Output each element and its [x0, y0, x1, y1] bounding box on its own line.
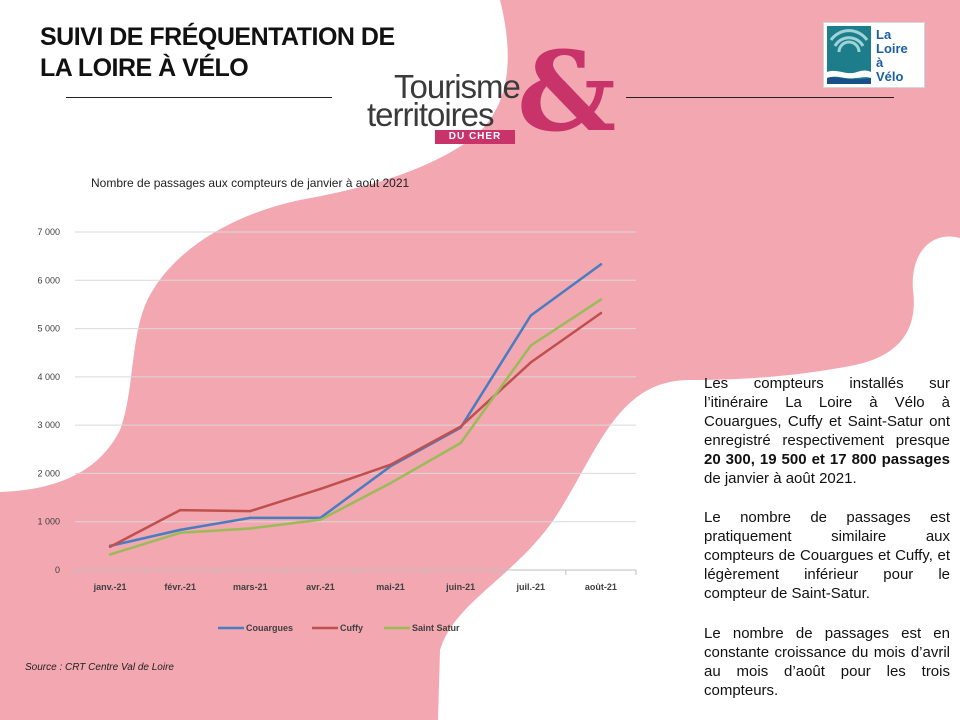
- data-point: [319, 487, 322, 491]
- paragraph-run: de janvier à août 2021.: [704, 470, 857, 487]
- loire-a-velo-wordmark: La Loire à Vélo: [876, 28, 908, 84]
- paragraph-2: Le nombre de passages est pratiquement s…: [704, 508, 950, 603]
- page-title: SUIVI DE FRÉQUENTATION DE LA LOIRE À VÉL…: [40, 22, 395, 84]
- loire-a-velo-mark-icon: [827, 26, 871, 84]
- data-point: [389, 463, 392, 466]
- paragraph-run: Le nombre de passages est en constante c…: [704, 625, 950, 699]
- lav-line-3: à: [876, 55, 884, 70]
- x-tick-label: juil.-21: [516, 582, 546, 592]
- data-point: [529, 314, 533, 317]
- y-tick-label: 0: [55, 565, 60, 575]
- data-point: [178, 528, 182, 532]
- page-title-line-2: LA LOIRE À VÉLO: [40, 54, 249, 82]
- y-tick-label: 1 000: [37, 517, 60, 527]
- chart-title: Nombre de passages aux compteurs de janv…: [91, 176, 410, 190]
- paragraph-3: Le nombre de passages est en constante c…: [704, 624, 950, 700]
- data-point: [178, 531, 182, 535]
- source-note: Source : CRT Centre Val de Loire: [25, 662, 174, 673]
- lav-line-2: Loire: [876, 41, 908, 56]
- lav-line-1: La: [876, 27, 892, 42]
- y-tick-label: 7 000: [37, 227, 60, 237]
- x-tick-label: mars-21: [233, 582, 268, 592]
- data-point: [529, 344, 533, 347]
- data-point: [529, 361, 533, 364]
- title-rule-right: [626, 97, 894, 98]
- data-point: [108, 553, 112, 556]
- loire-a-velo-logo: La Loire à Vélo: [823, 22, 925, 88]
- data-point: [249, 516, 252, 520]
- x-tick-label: avr.-21: [306, 582, 335, 592]
- paragraph-1: Les compteurs installés sur l’itinéraire…: [704, 374, 950, 488]
- page-title-line-1: SUIVI DE FRÉQUENTATION DE: [40, 23, 395, 51]
- series-line-cuffy: [108, 311, 603, 549]
- x-tick-label: mai-21: [376, 582, 405, 592]
- x-tick-label: août-21: [585, 582, 617, 592]
- y-tick-label: 5 000: [37, 324, 60, 334]
- paragraph-run: Les compteurs installés sur l’itinéraire…: [704, 375, 950, 449]
- lav-line-4: Vélo: [876, 69, 904, 84]
- y-tick-label: 2 000: [37, 468, 60, 478]
- data-point: [389, 481, 392, 485]
- legend-label: Couargues: [246, 623, 293, 633]
- logo-word-territoires: territoires: [367, 96, 495, 133]
- x-tick-label: juin-21: [445, 582, 475, 592]
- y-tick-label: 3 000: [37, 420, 60, 430]
- data-point: [459, 425, 462, 428]
- tourisme-territoires-logo: & Tourisme territoires DU CHER: [362, 32, 616, 155]
- x-tick-label: févr.-21: [164, 582, 196, 592]
- paragraph-run: Le nombre de passages est pratiquement s…: [704, 509, 950, 602]
- data-point: [319, 518, 322, 521]
- logo-ampersand: &: [517, 27, 617, 156]
- data-point: [108, 545, 112, 549]
- legend-label: Cuffy: [340, 623, 363, 633]
- y-tick-label: 6 000: [37, 275, 60, 285]
- title-rule-left: [66, 97, 332, 98]
- series-line-couargues: [108, 263, 603, 548]
- y-tick-label: 4 000: [37, 372, 60, 382]
- data-point: [599, 263, 603, 266]
- data-point: [459, 441, 462, 445]
- legend-label: Saint Satur: [412, 623, 460, 633]
- logo-word-tourisme: Tourisme: [394, 68, 521, 105]
- data-point: [249, 527, 252, 530]
- paragraph-run: 20 300, 19 500 et 17 800 passages: [704, 451, 950, 468]
- data-point: [249, 509, 252, 513]
- x-tick-label: janv.-21: [93, 582, 127, 592]
- logo-band-du-cher: DU CHER: [435, 130, 515, 144]
- white-curve-shape: [640, 700, 960, 720]
- data-point: [178, 508, 182, 512]
- series-line-saint-satur: [108, 298, 603, 556]
- data-point: [599, 311, 603, 315]
- data-point: [599, 298, 603, 301]
